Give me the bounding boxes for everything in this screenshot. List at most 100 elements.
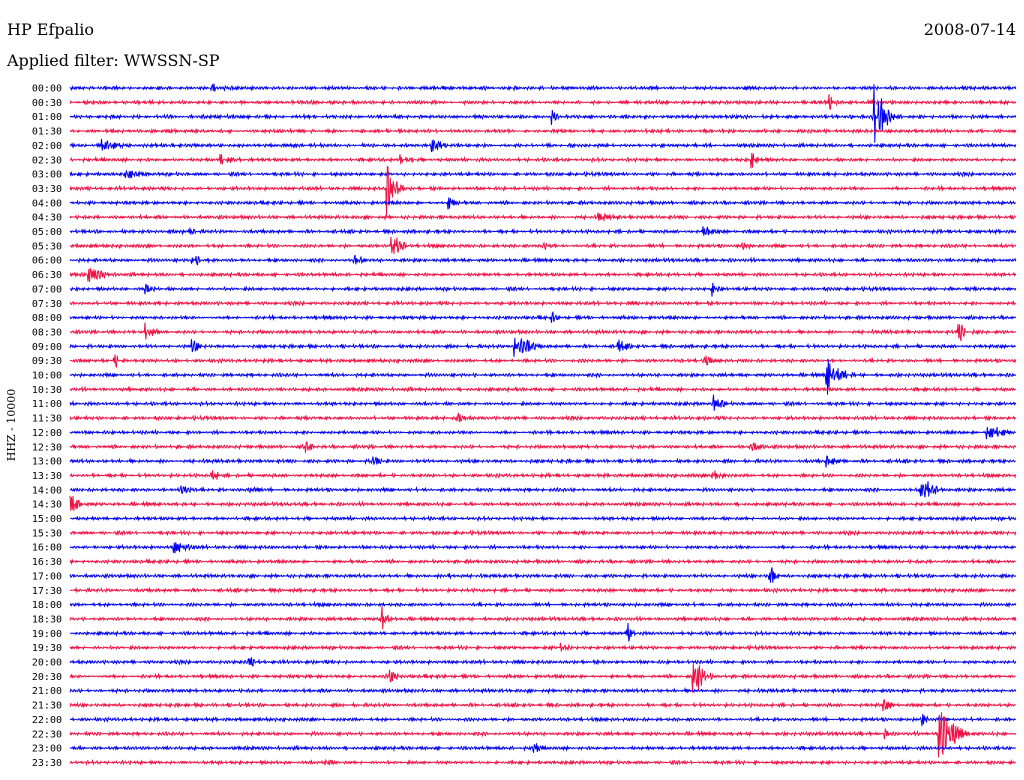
time-label: 20:00 xyxy=(32,658,62,669)
trace-row xyxy=(69,557,1017,566)
filter-label: Applied filter: WWSSN-SP xyxy=(6,51,220,70)
trace-row xyxy=(70,237,1017,255)
trace-row xyxy=(69,322,1017,342)
trace-row xyxy=(69,152,1017,169)
time-label: 23:00 xyxy=(32,744,62,755)
time-label: 16:00 xyxy=(32,543,62,554)
time-label: 15:30 xyxy=(32,528,62,539)
time-label: 06:30 xyxy=(32,270,62,281)
trace-row xyxy=(69,138,1017,153)
time-label: 20:30 xyxy=(32,672,62,683)
time-label: 16:30 xyxy=(32,557,62,568)
time-label: 17:30 xyxy=(32,586,62,597)
time-label: 02:30 xyxy=(32,155,62,166)
trace-row xyxy=(69,426,1016,440)
time-label: 13:30 xyxy=(32,471,62,482)
trace-row xyxy=(69,663,1016,693)
time-label: 19:00 xyxy=(32,629,62,640)
time-label: 01:30 xyxy=(32,127,62,138)
trace-row xyxy=(69,83,1017,92)
trace-row xyxy=(69,197,1017,210)
trace-row xyxy=(69,470,1017,480)
time-label: 04:30 xyxy=(32,213,62,224)
trace-row xyxy=(69,412,1017,423)
trace-row xyxy=(69,394,1017,411)
trace-row xyxy=(69,441,1017,453)
time-label: 06:00 xyxy=(32,256,62,267)
time-label: 03:00 xyxy=(32,170,62,181)
trace-row xyxy=(69,542,1017,554)
trace-row xyxy=(69,84,1017,143)
trace-row xyxy=(69,481,1017,498)
trace-row xyxy=(69,169,1017,179)
seismic-traces xyxy=(69,83,1017,767)
trace-row xyxy=(69,713,1017,727)
trace-row xyxy=(69,337,1017,357)
time-label: 12:00 xyxy=(32,428,62,439)
trace-row xyxy=(69,657,1017,667)
trace-row xyxy=(69,455,1016,468)
time-label: 15:00 xyxy=(32,514,62,525)
time-label: 05:30 xyxy=(32,241,62,252)
time-label: 21:00 xyxy=(32,686,62,697)
trace-row xyxy=(69,567,1017,583)
trace-row xyxy=(69,495,1017,511)
time-label: 09:30 xyxy=(32,356,62,367)
trace-row xyxy=(69,623,1017,642)
trace-row xyxy=(69,359,1017,395)
trace-row xyxy=(69,226,1017,236)
trace-row xyxy=(69,212,1017,222)
trace-row xyxy=(69,712,1017,758)
trace-row xyxy=(69,586,1017,595)
trace-row xyxy=(69,299,1017,308)
time-label: 14:30 xyxy=(32,500,62,511)
trace-row xyxy=(69,514,1017,523)
time-label: 00:30 xyxy=(32,98,62,109)
time-label: 14:00 xyxy=(32,485,62,496)
trace-row xyxy=(69,282,1017,297)
trace-row xyxy=(69,310,1017,323)
trace-row xyxy=(69,354,1017,369)
trace-row xyxy=(69,758,1016,767)
time-label: 08:30 xyxy=(32,327,62,338)
station-title: HP Efpalio xyxy=(7,20,94,39)
time-label: 01:00 xyxy=(32,112,62,123)
time-label: 19:30 xyxy=(32,643,62,654)
time-label: 03:30 xyxy=(32,184,62,195)
time-label: 22:00 xyxy=(32,715,62,726)
time-label: 18:30 xyxy=(32,614,62,625)
time-label: 17:00 xyxy=(32,571,62,582)
y-axis-label: HHZ - 10000 xyxy=(5,389,18,462)
time-label: 18:00 xyxy=(32,600,62,611)
time-label: 10:00 xyxy=(32,371,62,382)
chart-date: 2008-07-14 xyxy=(924,20,1016,39)
time-label: 04:00 xyxy=(32,198,62,209)
trace-row xyxy=(69,254,1017,266)
trace-row xyxy=(69,686,1017,695)
trace-row xyxy=(69,743,1017,753)
time-label: 07:30 xyxy=(32,299,62,310)
trace-row xyxy=(69,529,1017,537)
time-label: 09:00 xyxy=(32,342,62,353)
time-label: 11:30 xyxy=(32,414,62,425)
trace-row xyxy=(69,642,1017,652)
time-label: 23:30 xyxy=(32,758,62,769)
time-label: 22:30 xyxy=(32,729,62,740)
time-label: 08:00 xyxy=(32,313,62,324)
time-label: 00:00 xyxy=(32,84,62,95)
trace-row xyxy=(69,165,1017,216)
time-label: 07:00 xyxy=(32,284,62,295)
trace-row xyxy=(69,94,1017,110)
trace-row xyxy=(69,605,1017,630)
trace-row xyxy=(69,600,1017,609)
trace-row xyxy=(69,127,1017,135)
time-label: 05:00 xyxy=(32,227,62,238)
time-labels: 00:00 00:30 01:00 01:30 02:00 02:30 03:00 03:30… xyxy=(32,84,62,769)
time-label: 13:00 xyxy=(32,457,62,468)
trace-row xyxy=(69,385,1017,394)
time-label: 21:30 xyxy=(32,701,62,712)
time-label: 11:00 xyxy=(32,399,62,410)
time-label: 10:30 xyxy=(32,385,62,396)
trace-row xyxy=(69,267,1017,282)
